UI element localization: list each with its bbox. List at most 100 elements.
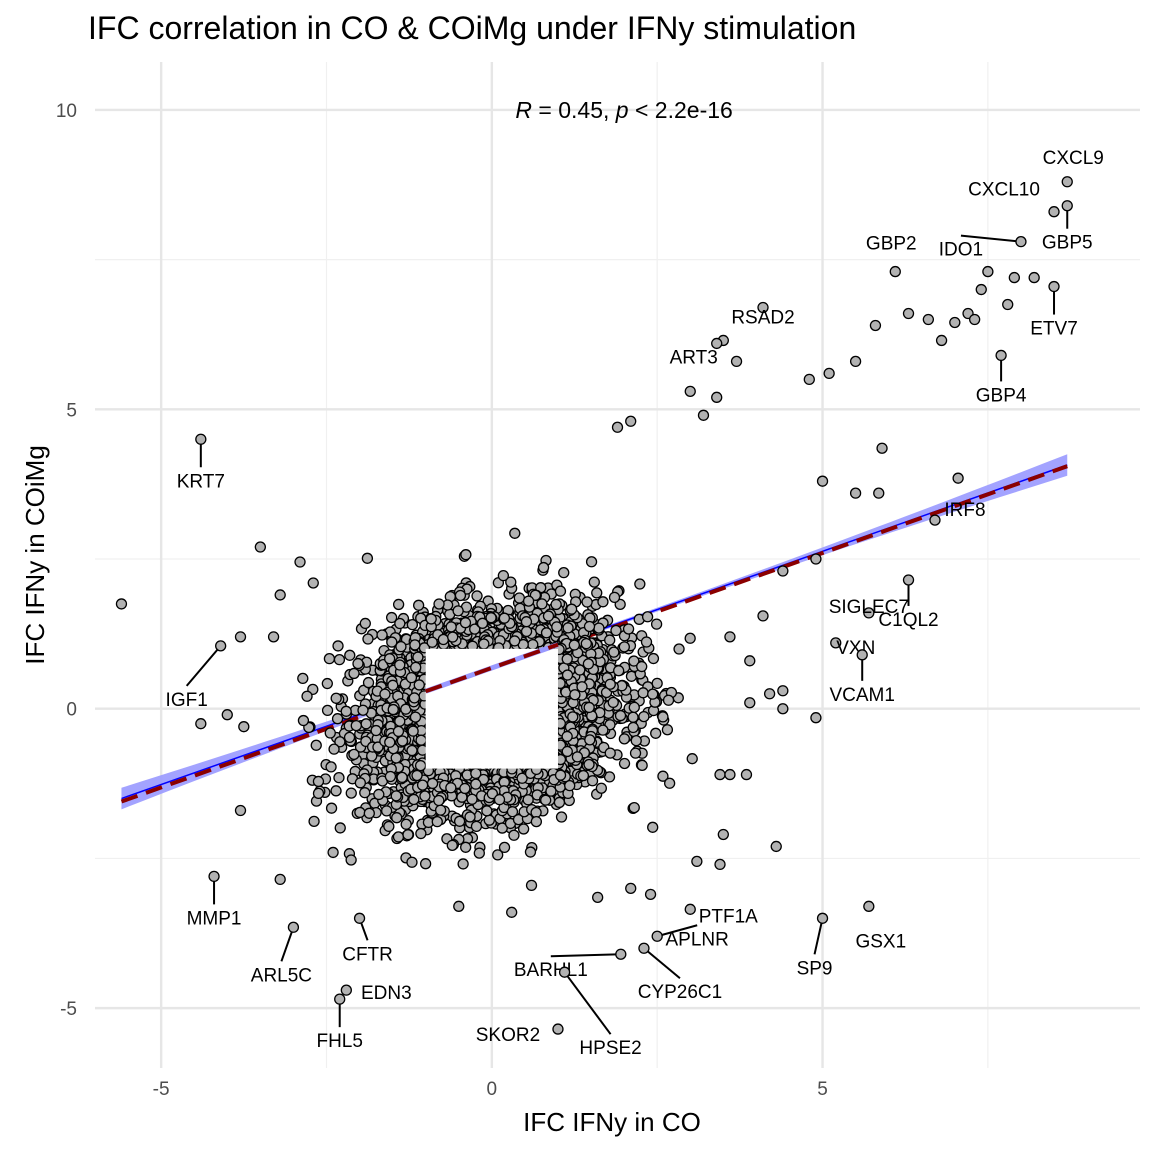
bulk-point xyxy=(363,807,375,819)
outlier-point xyxy=(267,631,280,643)
labeled-point xyxy=(1061,176,1073,188)
outlier-point xyxy=(327,846,339,859)
outlier-point xyxy=(274,873,286,886)
bulk-point xyxy=(607,696,619,709)
outlier-point xyxy=(714,768,726,781)
bulk-point xyxy=(433,598,445,610)
outlier-point xyxy=(803,373,815,386)
gene-label: CXCL10 xyxy=(968,180,1040,201)
bulk-point xyxy=(406,744,418,757)
bulk-point xyxy=(464,811,476,823)
bulk-point xyxy=(359,787,371,799)
bulk-point xyxy=(622,623,635,635)
bulk-point xyxy=(545,785,557,797)
gene-label: VXN xyxy=(836,638,875,659)
bulk-point xyxy=(407,725,419,737)
bulk-point xyxy=(686,753,698,765)
bulk-point xyxy=(597,724,609,736)
bulk-point xyxy=(647,652,660,665)
bulk-point xyxy=(627,711,639,723)
bulk-point xyxy=(513,592,525,604)
r-value: = 0.45, xyxy=(532,97,616,123)
labeled-point xyxy=(816,912,829,924)
outlier-point xyxy=(592,891,604,903)
bulk-point xyxy=(583,620,596,633)
bulk-point xyxy=(394,715,406,727)
bulk-point xyxy=(636,759,648,772)
bulk-point xyxy=(478,638,490,650)
bulk-point xyxy=(517,823,530,835)
outlier-point xyxy=(115,598,128,610)
bulk-point xyxy=(408,793,420,806)
x-tick-label: 0 xyxy=(487,1079,498,1100)
outlier-point xyxy=(506,906,518,918)
bulk-point xyxy=(551,621,563,633)
bulk-point xyxy=(627,721,639,734)
bulk-point xyxy=(628,655,640,667)
bulk-point xyxy=(415,827,427,840)
bulk-point xyxy=(426,636,438,648)
outlier-point xyxy=(744,655,756,667)
y-tick-label: 0 xyxy=(66,700,77,721)
bulk-point xyxy=(508,829,520,841)
bulk-point xyxy=(580,637,592,650)
bulk-point xyxy=(297,672,309,685)
bulk-point xyxy=(413,679,425,691)
bulk-point xyxy=(569,689,581,701)
outlier-point xyxy=(691,855,703,868)
bulk-point xyxy=(610,624,622,637)
bulk-point xyxy=(416,779,429,791)
outlier-point xyxy=(234,631,247,643)
bulk-point xyxy=(454,589,467,602)
bulk-point xyxy=(406,856,418,868)
bulk-point xyxy=(394,617,406,630)
bulk-point xyxy=(362,633,374,645)
bulk-point xyxy=(352,657,364,670)
bulk-point xyxy=(520,616,533,628)
bulk-point xyxy=(537,561,550,574)
bulk-point xyxy=(496,822,508,834)
labeled-point xyxy=(1048,280,1060,293)
gene-label: SP9 xyxy=(797,958,833,979)
bulk-point xyxy=(409,639,421,651)
bulk-point xyxy=(636,660,648,673)
outlier-point xyxy=(195,718,207,730)
bulk-point xyxy=(577,769,590,782)
bulk-point xyxy=(493,793,506,806)
bulk-point xyxy=(516,772,528,784)
gene-label: MMP1 xyxy=(187,908,242,929)
labeled-point xyxy=(638,942,650,954)
outlier-point xyxy=(254,541,266,553)
bulk-point xyxy=(385,611,398,624)
bulk-point xyxy=(384,653,396,665)
bulk-points xyxy=(297,527,698,870)
labeled-point xyxy=(711,337,723,350)
bulk-point xyxy=(328,743,340,755)
labeled-point xyxy=(287,921,300,933)
bulk-point xyxy=(345,787,357,799)
outlier-point xyxy=(714,858,726,871)
bulk-point xyxy=(308,815,320,827)
gene-label: EDN3 xyxy=(361,983,412,1004)
bulk-point xyxy=(604,678,616,690)
bulk-point xyxy=(647,821,659,833)
labeled-point xyxy=(757,301,769,314)
bulk-point xyxy=(359,617,371,630)
bulk-point xyxy=(321,704,334,717)
bulk-point xyxy=(394,659,406,671)
gene-label: GBP2 xyxy=(866,234,917,255)
bulk-point xyxy=(588,576,600,588)
outlier-point xyxy=(711,391,723,403)
outlier-point xyxy=(810,553,822,565)
bulk-point xyxy=(406,619,419,631)
bulk-point xyxy=(608,591,621,604)
bulk-point xyxy=(506,806,519,818)
bulk-point xyxy=(662,694,675,706)
bulk-point xyxy=(505,576,517,588)
bulk-point xyxy=(597,596,609,608)
bulk-point xyxy=(524,846,537,858)
outlier-point xyxy=(922,313,935,326)
bulk-point xyxy=(310,739,322,751)
outlier-point xyxy=(730,355,743,368)
bulk-point xyxy=(497,569,510,582)
